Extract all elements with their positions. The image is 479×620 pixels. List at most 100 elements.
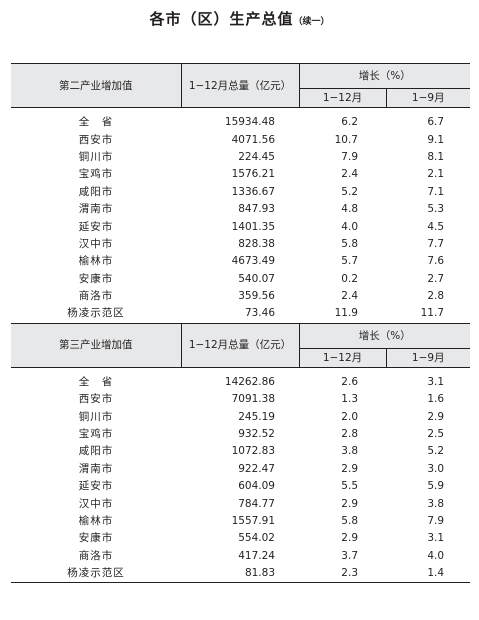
table-row: 安康市 554.02 2.9 3.1 xyxy=(11,530,470,547)
region-name: 榆林市 xyxy=(78,515,114,527)
table-row: 安康市 540.07 0.2 2.7 xyxy=(11,271,470,288)
growth-1-9-value: 8.1 xyxy=(427,150,445,163)
total-value: 7091.38 xyxy=(231,393,275,406)
growth-1-12-value: 5.2 xyxy=(341,185,358,198)
table-row: 汉中市 784.77 2.9 3.8 xyxy=(11,495,470,512)
growth-1-12-value: 10.7 xyxy=(334,133,358,146)
growth-1-9-value: 1.6 xyxy=(427,393,445,406)
region-name: 渭南市 xyxy=(78,203,114,216)
growth-1-9-value: 2.5 xyxy=(427,428,445,441)
total-value: 224.45 xyxy=(238,150,275,163)
total-value: 604.09 xyxy=(238,480,275,493)
table-row: 汉中市 828.38 5.8 7.7 xyxy=(11,236,470,253)
growth-1-12-value: 0.2 xyxy=(341,272,358,285)
region-name: 西安市 xyxy=(78,133,114,146)
growth-1-9-value: 9.1 xyxy=(427,133,445,146)
total-value: 554.02 xyxy=(238,532,275,545)
table-row: 商洛市 417.24 3.7 4.0 xyxy=(11,548,470,565)
header-row: 第二产业增加值 1−12月总量（亿元） 增长（%） xyxy=(11,63,471,108)
growth-1-12-value: 2.8 xyxy=(341,428,358,441)
table-row: 延安市 604.09 5.5 5.9 xyxy=(11,478,470,495)
total-column-header: 1−12月总量（亿元） xyxy=(181,322,300,368)
total-value: 1576.21 xyxy=(231,168,275,181)
growth-1-12-value: 5.7 xyxy=(341,255,358,268)
total-value: 81.83 xyxy=(181,564,299,584)
growth-1-12-value: 4.8 xyxy=(341,203,358,216)
growth-1-9-value: 3.8 xyxy=(427,497,445,510)
region-name: 全 省 xyxy=(78,116,114,129)
table-row: 商洛市 359.56 2.4 2.8 xyxy=(11,288,470,305)
subheader-row: 1−12月 1−9月 xyxy=(11,88,471,108)
table-row: 榆林市 4673.49 5.7 7.6 xyxy=(11,253,470,270)
region-name: 咸阳市 xyxy=(78,185,114,198)
total-value: 1557.91 xyxy=(231,515,275,527)
total-value: 1401.35 xyxy=(231,220,275,233)
growth-1-9-header: 1−9月 xyxy=(386,348,471,368)
total-value: 4673.49 xyxy=(231,255,275,268)
total-value: 1072.83 xyxy=(231,445,275,458)
region-name: 西安市 xyxy=(78,393,114,406)
title-text: 各市（区）生产总值 xyxy=(149,10,294,28)
growth-1-12-value: 7.9 xyxy=(341,150,358,163)
growth-1-9-value: 3.1 xyxy=(427,375,445,388)
table-row: 全 省 14262.86 2.6 3.1 xyxy=(11,374,470,391)
growth-1-12-header: 1−12月 xyxy=(299,348,387,368)
table-row: 杨凌示范区 81.83 2.3 1.4 xyxy=(11,564,471,584)
header-row: 第三产业增加值 1−12月总量（亿元） 增长（%） xyxy=(11,322,471,368)
table-row: 杨凌示范区 73.46 11.9 11.7 xyxy=(11,305,471,324)
region-name: 宝鸡市 xyxy=(78,428,114,441)
total-value: 15934.48 xyxy=(224,116,275,129)
growth-1-9-value: 1.4 xyxy=(386,564,471,584)
total-value: 417.24 xyxy=(238,549,275,562)
growth-1-12-value: 5.8 xyxy=(341,237,358,250)
region-name: 铜川市 xyxy=(78,150,114,163)
total-value: 784.77 xyxy=(238,497,275,510)
growth-1-9-value: 5.3 xyxy=(427,203,445,216)
growth-column-header: 增长（%） xyxy=(299,63,471,89)
growth-1-9-value: 6.7 xyxy=(427,116,445,129)
growth-1-9-value: 2.8 xyxy=(427,290,445,303)
table-row: 西安市 7091.38 1.3 1.6 xyxy=(11,391,470,408)
region-name: 杨凌示范区 xyxy=(11,564,181,584)
growth-1-9-value: 7.1 xyxy=(427,185,445,198)
total-value: 540.07 xyxy=(238,272,275,285)
page-title: 各市（区）生产总值（续一） xyxy=(0,8,479,29)
region-name: 安康市 xyxy=(78,272,114,285)
title-suffix: （续一） xyxy=(293,17,330,27)
growth-1-12-value: 2.3 xyxy=(299,564,386,584)
table-row: 咸阳市 1336.67 5.2 7.1 xyxy=(11,184,470,201)
growth-1-9-header: 1−9月 xyxy=(386,88,471,108)
table-row: 渭南市 922.47 2.9 3.0 xyxy=(11,461,470,478)
growth-1-9-value: 7.7 xyxy=(427,237,445,250)
region-name: 延安市 xyxy=(78,480,114,493)
table-row: 铜川市 224.45 7.9 8.1 xyxy=(11,149,470,166)
region-name: 榆林市 xyxy=(78,255,114,268)
growth-1-9-value: 5.9 xyxy=(427,480,445,493)
region-name: 商洛市 xyxy=(78,290,114,303)
growth-1-12-header: 1−12月 xyxy=(299,88,387,108)
region-name: 铜川市 xyxy=(78,410,114,423)
growth-1-9-value: 2.7 xyxy=(427,272,445,285)
total-value: 4071.56 xyxy=(231,133,275,146)
gdp-table: 第二产业增加值 1−12月总量（亿元） 增长（%） 1−12月 1−9月全 省 15934… xyxy=(11,63,471,584)
total-value: 847.93 xyxy=(238,203,275,216)
subheader-row: 1−12月 1−9月 xyxy=(11,348,471,368)
region-name: 全 省 xyxy=(78,375,114,388)
growth-1-12-value: 2.9 xyxy=(341,497,358,510)
region-name: 延安市 xyxy=(78,220,114,233)
growth-1-9-value: 11.7 xyxy=(386,305,471,324)
growth-1-9-value: 7.9 xyxy=(427,515,445,527)
total-value: 14262.86 xyxy=(224,375,275,388)
growth-column-header: 增长（%） xyxy=(299,322,471,349)
growth-1-9-value: 3.0 xyxy=(427,462,445,475)
growth-1-12-value: 6.2 xyxy=(341,116,358,129)
growth-1-12-value: 5.8 xyxy=(341,515,358,527)
section-label: 第二产业增加值 xyxy=(11,63,182,108)
growth-1-9-value: 5.2 xyxy=(427,445,445,458)
total-value: 1336.67 xyxy=(231,185,275,198)
growth-1-12-value: 2.4 xyxy=(341,168,358,181)
region-name: 商洛市 xyxy=(78,549,114,562)
total-value: 828.38 xyxy=(238,237,275,250)
growth-1-12-value: 2.4 xyxy=(341,290,358,303)
growth-1-9-value: 2.9 xyxy=(427,410,445,423)
